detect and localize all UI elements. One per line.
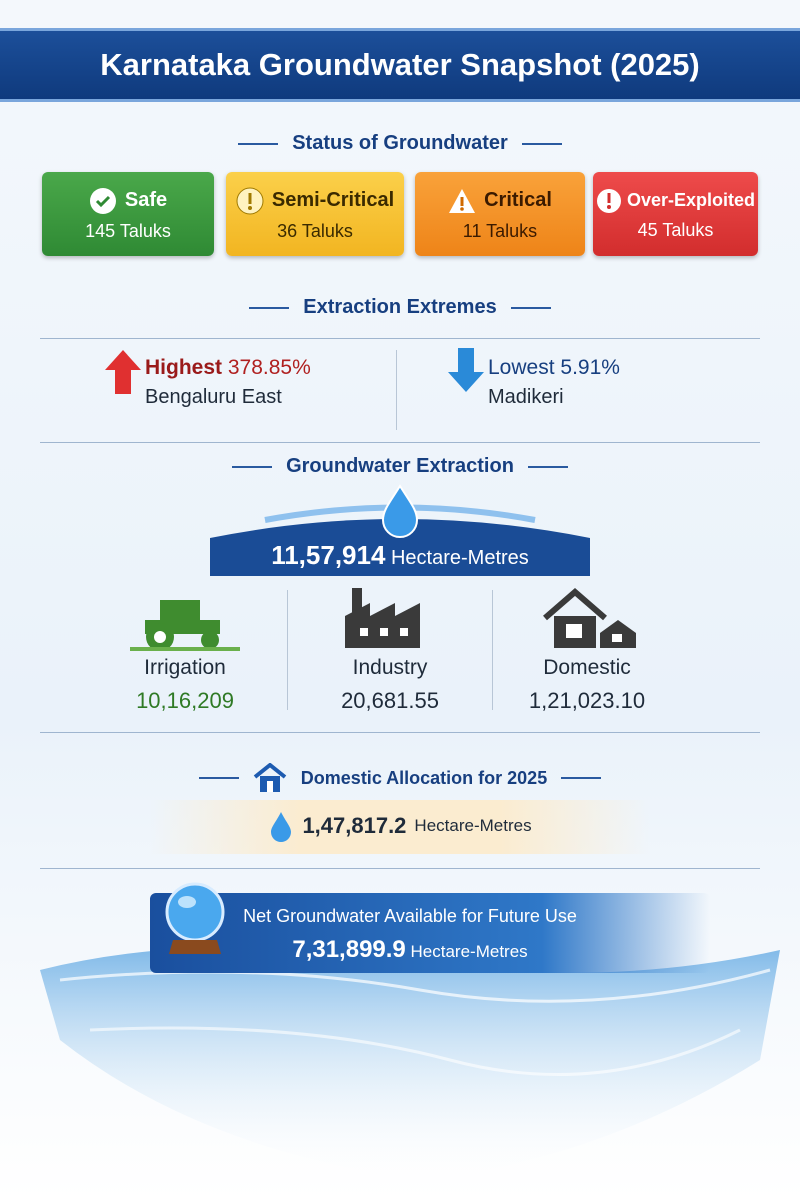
heading: Domestic Allocation for 2025 bbox=[300, 767, 548, 788]
use: Domestic 1,21,023.10 bbox=[487, 656, 687, 714]
section-heading: Status of Groundwater bbox=[0, 132, 800, 155]
use-name: Irrigation bbox=[144, 656, 226, 679]
value: 5.91% bbox=[560, 356, 620, 379]
heading: Net Groundwater Available for Future Use bbox=[243, 906, 577, 926]
divider bbox=[492, 590, 493, 710]
divider bbox=[40, 868, 760, 869]
divider bbox=[287, 590, 288, 710]
status-box: Semi-Critical 36 Taluks bbox=[226, 172, 404, 256]
divider bbox=[40, 442, 760, 443]
status-name: Over-Exploited bbox=[626, 190, 756, 210]
divider bbox=[40, 732, 760, 733]
house-icon bbox=[253, 763, 287, 792]
alert-icon bbox=[236, 187, 264, 214]
status-count: 145 Taluks bbox=[85, 220, 171, 241]
value: 1,47,817.2 bbox=[302, 813, 407, 838]
use-name: Domestic bbox=[543, 656, 631, 679]
section-heading: Extraction Extremes bbox=[0, 296, 800, 319]
allocation-band bbox=[150, 800, 650, 854]
place: Madikeri bbox=[488, 386, 564, 408]
allocation: 1,47,817.2 Hectare-Metres bbox=[0, 810, 800, 842]
use-value: 20,681.55 bbox=[341, 688, 439, 713]
highest: Highest 378.85% Bengaluru East bbox=[145, 356, 311, 409]
up-arrow bbox=[105, 350, 141, 394]
status-name: Semi-Critical bbox=[271, 189, 395, 211]
value: 378.85% bbox=[227, 356, 311, 379]
status-box: Critical 11 Taluks bbox=[415, 172, 585, 256]
status-count: 36 Taluks bbox=[277, 220, 353, 241]
unit: Hectare-Metres bbox=[390, 547, 529, 569]
value: 11,57,914 bbox=[271, 540, 386, 570]
status-box: Over-Exploited 45 Taluks bbox=[593, 172, 758, 256]
title: Karnataka Groundwater Snapshot (2025) bbox=[100, 47, 700, 82]
future-banner bbox=[150, 893, 710, 973]
lowest: Lowest 5.91% Madikeri bbox=[488, 356, 620, 409]
status-name: Critical bbox=[484, 189, 552, 211]
use-value: 10,16,209 bbox=[136, 688, 234, 713]
use: Industry 20,681.55 bbox=[290, 656, 490, 714]
warning-icon bbox=[449, 188, 476, 213]
factory-icon bbox=[345, 588, 420, 648]
tractor-icon bbox=[130, 600, 240, 651]
use-value: 1,21,023.10 bbox=[528, 688, 646, 713]
label: Highest bbox=[145, 356, 223, 379]
check-icon bbox=[89, 187, 116, 214]
label: Lowest bbox=[488, 356, 555, 379]
value: 7,31,899.9 bbox=[292, 936, 406, 963]
place: Bengaluru East bbox=[145, 386, 282, 408]
heading: Extraction Extremes bbox=[303, 296, 497, 318]
divider bbox=[396, 350, 397, 430]
status-name: Safe bbox=[124, 189, 168, 211]
future-value: 7,31,899.9 Hectare-Metres bbox=[225, 936, 595, 964]
heading: Status of Groundwater bbox=[292, 132, 508, 154]
total: 11,57,914 Hectare-Metres bbox=[205, 540, 595, 571]
alert-icon bbox=[596, 188, 621, 213]
globe-icon bbox=[165, 882, 225, 954]
unit: Hectare-Metres bbox=[410, 942, 528, 961]
house-icon bbox=[543, 588, 636, 648]
section-heading: Groundwater Extraction bbox=[0, 455, 800, 478]
divider bbox=[40, 338, 760, 339]
down-arrow bbox=[448, 348, 484, 392]
status-box: Safe 145 Taluks bbox=[42, 172, 214, 256]
unit: Hectare-Metres bbox=[414, 816, 532, 835]
heading: Groundwater Extraction bbox=[286, 455, 514, 477]
status-count: 11 Taluks bbox=[462, 220, 538, 241]
use: Irrigation 10,16,209 bbox=[85, 656, 285, 714]
banner bbox=[210, 484, 590, 576]
use-name: Industry bbox=[352, 656, 428, 679]
status-count: 45 Taluks bbox=[637, 219, 714, 240]
header: Karnataka Groundwater Snapshot (2025) bbox=[0, 28, 800, 102]
section-heading: Domestic Allocation for 2025 bbox=[0, 763, 800, 793]
drop-icon bbox=[271, 812, 292, 842]
